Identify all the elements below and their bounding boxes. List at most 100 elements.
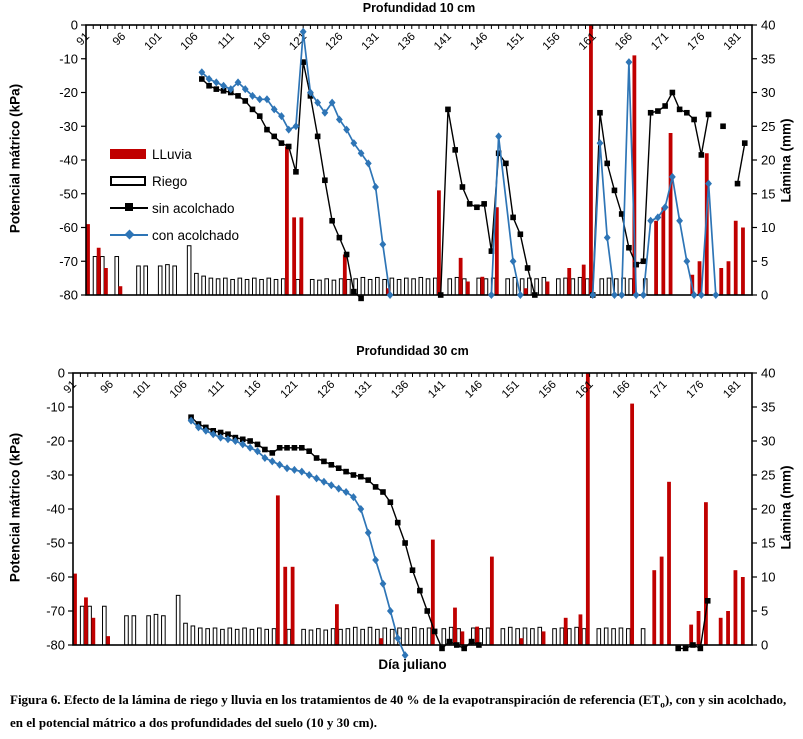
svg-text:-20: -20 [46,434,65,449]
svg-text:181: 181 [721,379,743,401]
lluvia-bars [73,373,745,645]
chart-title-30cm: Profundidad 30 cm [356,344,469,358]
svg-text:146: 146 [468,31,490,53]
svg-text:161: 161 [577,31,599,53]
svg-text:106: 106 [179,31,201,53]
x-axis-labels: 91 96 101 106 111 116 121 126 131 136 141 146 151 156… [75,31,744,53]
svg-text:126: 126 [315,379,337,401]
svg-text:156: 156 [537,379,559,401]
y-axis-title-matric-top: Potencial mátrico (kPa) [7,83,23,234]
legend-label-con-acolchado: con acolchado [152,227,240,243]
diamond-marker-line-icon [110,225,148,245]
y-left-axis-labels: 0 -10 -20 -30 -40 -50 -60 -70 -80 [46,366,73,653]
svg-text:146: 146 [463,379,485,401]
svg-text:131: 131 [360,31,382,53]
svg-text:15: 15 [761,186,775,201]
x-axis-title: Día juliano [378,657,447,672]
charts-svg: 91 96 101 106 111 116 121 126 131 136 141 146 151 156… [46,18,775,660]
sin-acolchado-line [188,414,711,652]
svg-text:20: 20 [761,153,775,168]
svg-text:141: 141 [432,31,454,53]
svg-text:116: 116 [252,31,273,52]
svg-text:111: 111 [216,31,237,52]
svg-text:-10: -10 [46,400,65,415]
svg-text:-50: -50 [46,536,65,551]
svg-text:161: 161 [574,379,596,401]
svg-text:136: 136 [389,379,411,401]
svg-text:101: 101 [131,379,153,401]
legend-label-sin-acolchado: sin acolchado [152,200,235,216]
chart-30cm: 91 96 101 106 111 116 121 126 131 136 141 146 151 156… [46,366,775,660]
y-axis-title-matric-bottom: Potencial mátrico (kPa) [7,432,23,583]
caption-subscript: o [660,700,665,711]
x-axis-labels: 91 96 101 106 111 116 121 126 131 136 141 146 151 156… [62,379,744,401]
svg-text:171: 171 [649,31,671,53]
con-acolchado-line [198,27,720,299]
svg-text:-80: -80 [59,288,78,303]
svg-text:91: 91 [75,31,93,49]
riego-bar-swatch-icon [110,171,148,191]
svg-text:181: 181 [722,31,744,53]
svg-text:5: 5 [761,254,768,269]
svg-text:5: 5 [761,604,768,619]
svg-text:40: 40 [761,366,775,381]
svg-text:10: 10 [761,570,775,585]
svg-text:156: 156 [541,31,563,53]
con-acolchado-line [187,416,409,660]
svg-text:151: 151 [504,31,526,53]
svg-text:166: 166 [613,31,635,53]
svg-text:20: 20 [761,502,775,517]
caption-prefix: Figura 6. Efecto de la lámina de riego y… [10,692,661,707]
svg-text:101: 101 [142,31,164,53]
svg-text:-30: -30 [59,119,78,134]
svg-text:-10: -10 [59,51,78,66]
lluvia-bar-swatch-icon [110,144,148,164]
svg-text:0: 0 [58,366,65,381]
svg-text:-70: -70 [46,604,65,619]
svg-text:30: 30 [761,434,775,449]
y-right-axis-labels: 40 35 30 25 20 15 10 5 0 [752,18,775,303]
svg-text:-40: -40 [46,502,65,517]
y-axis-title-lamina-top: Lámina (mm) [778,118,794,203]
svg-text:96: 96 [98,379,116,397]
svg-text:176: 176 [685,31,707,53]
svg-text:25: 25 [761,468,775,483]
svg-text:-40: -40 [59,153,78,168]
svg-text:136: 136 [396,31,418,53]
svg-text:35: 35 [761,51,775,66]
legend-item-lluvia: LLuvia [110,144,239,164]
y-axis-title-lamina-bottom: Lámina (mm) [778,465,794,550]
svg-text:15: 15 [761,536,775,551]
x-axis-ticks [85,25,753,29]
svg-text:111: 111 [206,379,227,400]
legend-label-riego: Riego [152,173,188,189]
svg-text:30: 30 [761,85,775,100]
sin-acolchado-line [199,59,748,302]
square-marker-line-icon [110,198,148,218]
legend-item-riego: Riego [110,171,239,191]
svg-text:-70: -70 [59,254,78,269]
svg-text:-60: -60 [46,570,65,585]
svg-text:0: 0 [761,638,768,653]
caption-suffix: ), con y sin acolchado, en el potencial … [10,692,787,730]
svg-text:116: 116 [242,379,263,400]
svg-text:35: 35 [761,400,775,415]
riego-bars [79,594,646,646]
svg-text:131: 131 [352,379,374,401]
x-axis-ticks [72,373,753,377]
svg-text:25: 25 [761,119,775,134]
svg-text:-20: -20 [59,85,78,100]
svg-text:171: 171 [648,379,670,401]
svg-text:91: 91 [62,379,80,397]
svg-text:-30: -30 [46,468,65,483]
svg-text:0: 0 [71,18,78,33]
chart-title-10cm: Profundidad 10 cm [362,1,476,15]
svg-text:-60: -60 [59,220,78,235]
svg-text:40: 40 [761,18,775,33]
svg-text:106: 106 [168,379,190,401]
legend-item-con-acolchado: con acolchado [110,225,239,245]
svg-text:-50: -50 [59,186,78,201]
svg-text:126: 126 [323,31,345,53]
svg-text:0: 0 [761,288,768,303]
